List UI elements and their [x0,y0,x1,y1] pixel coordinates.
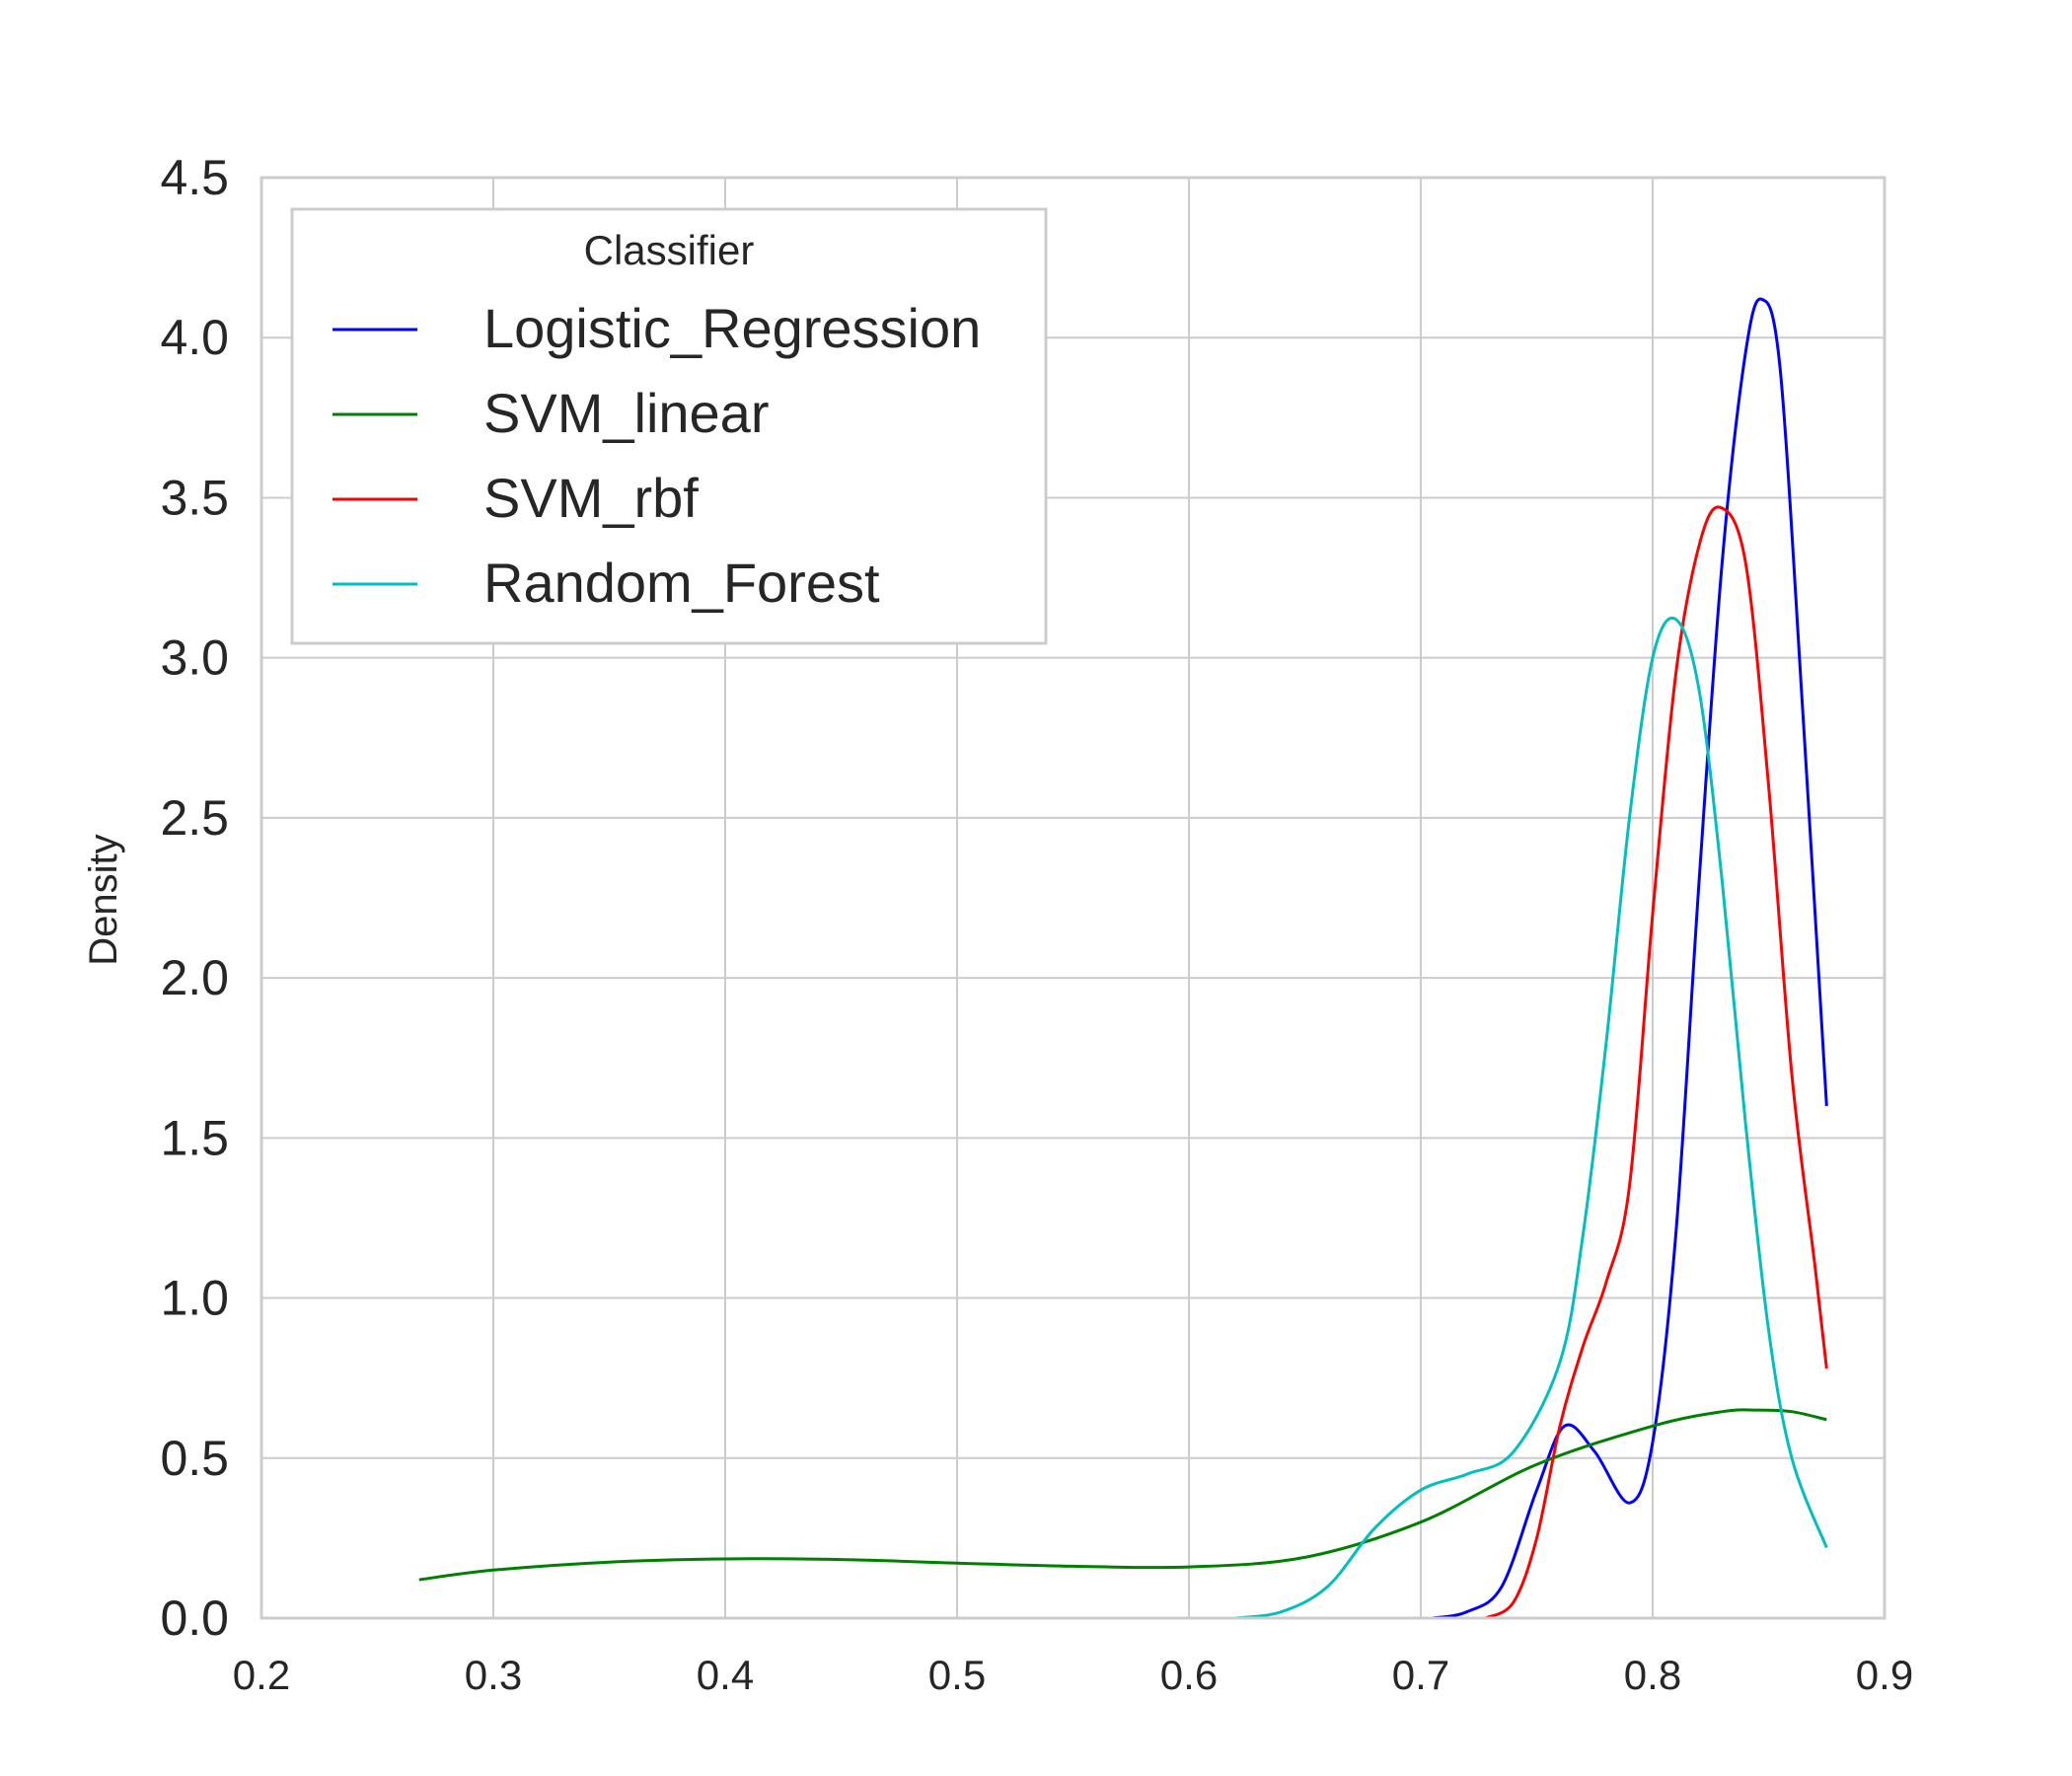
x-tick-label: 0.6 [1160,1652,1218,1698]
legend-label-svm-linear: SVM_linear [483,382,769,444]
legend: Classifier Logistic_Regression SVM_linear… [290,207,1048,645]
x-tick-label: 0.9 [1856,1652,1913,1698]
series-line-svm-rbf [1485,505,1828,1620]
y-tick-label: 2.0 [160,950,229,1005]
series-line-random-forest [1234,616,1828,1620]
x-tick-label: 0.7 [1392,1652,1449,1698]
plot-frame [259,176,1887,1620]
series-lines [418,297,1828,1620]
x-tick-label: 0.3 [465,1652,522,1698]
legend-box [290,207,1048,645]
y-tick-label: 3.0 [160,630,229,686]
y-tick-label: 1.5 [160,1110,229,1165]
legend-label-svm-rbf: SVM_rbf [483,467,699,529]
x-tick-label: 0.4 [697,1652,754,1698]
y-tick-label: 4.5 [160,150,229,205]
y-axis-ticks: 0.0 0.5 1.0 1.5 2.0 2.5 3.0 3.5 4.0 4.5 [160,150,229,1646]
y-tick-label: 3.5 [160,470,229,525]
y-tick-label: 0.5 [160,1431,229,1486]
y-axis-label: Density [82,834,125,965]
series-line-svm-linear [418,1408,1827,1582]
legend-label-random-forest: Random_Forest [483,552,880,614]
x-tick-label: 0.8 [1624,1652,1681,1698]
series-line-logistic-regression [1432,297,1828,1620]
y-tick-label: 4.0 [160,310,229,365]
legend-label-logistic-regression: Logistic_Regression [483,297,981,359]
x-axis-ticks: 0.2 0.3 0.4 0.5 0.6 0.7 0.8 0.9 [233,1652,1913,1698]
y-tick-label: 2.5 [160,790,229,846]
y-tick-label: 0.0 [160,1591,229,1646]
y-tick-label: 1.0 [160,1271,229,1326]
x-tick-label: 0.2 [233,1652,290,1698]
legend-title: Classifier [584,227,755,273]
x-tick-label: 0.5 [928,1652,986,1698]
legend-items: Logistic_Regression SVM_linear SVM_rbf Rand… [333,297,981,614]
